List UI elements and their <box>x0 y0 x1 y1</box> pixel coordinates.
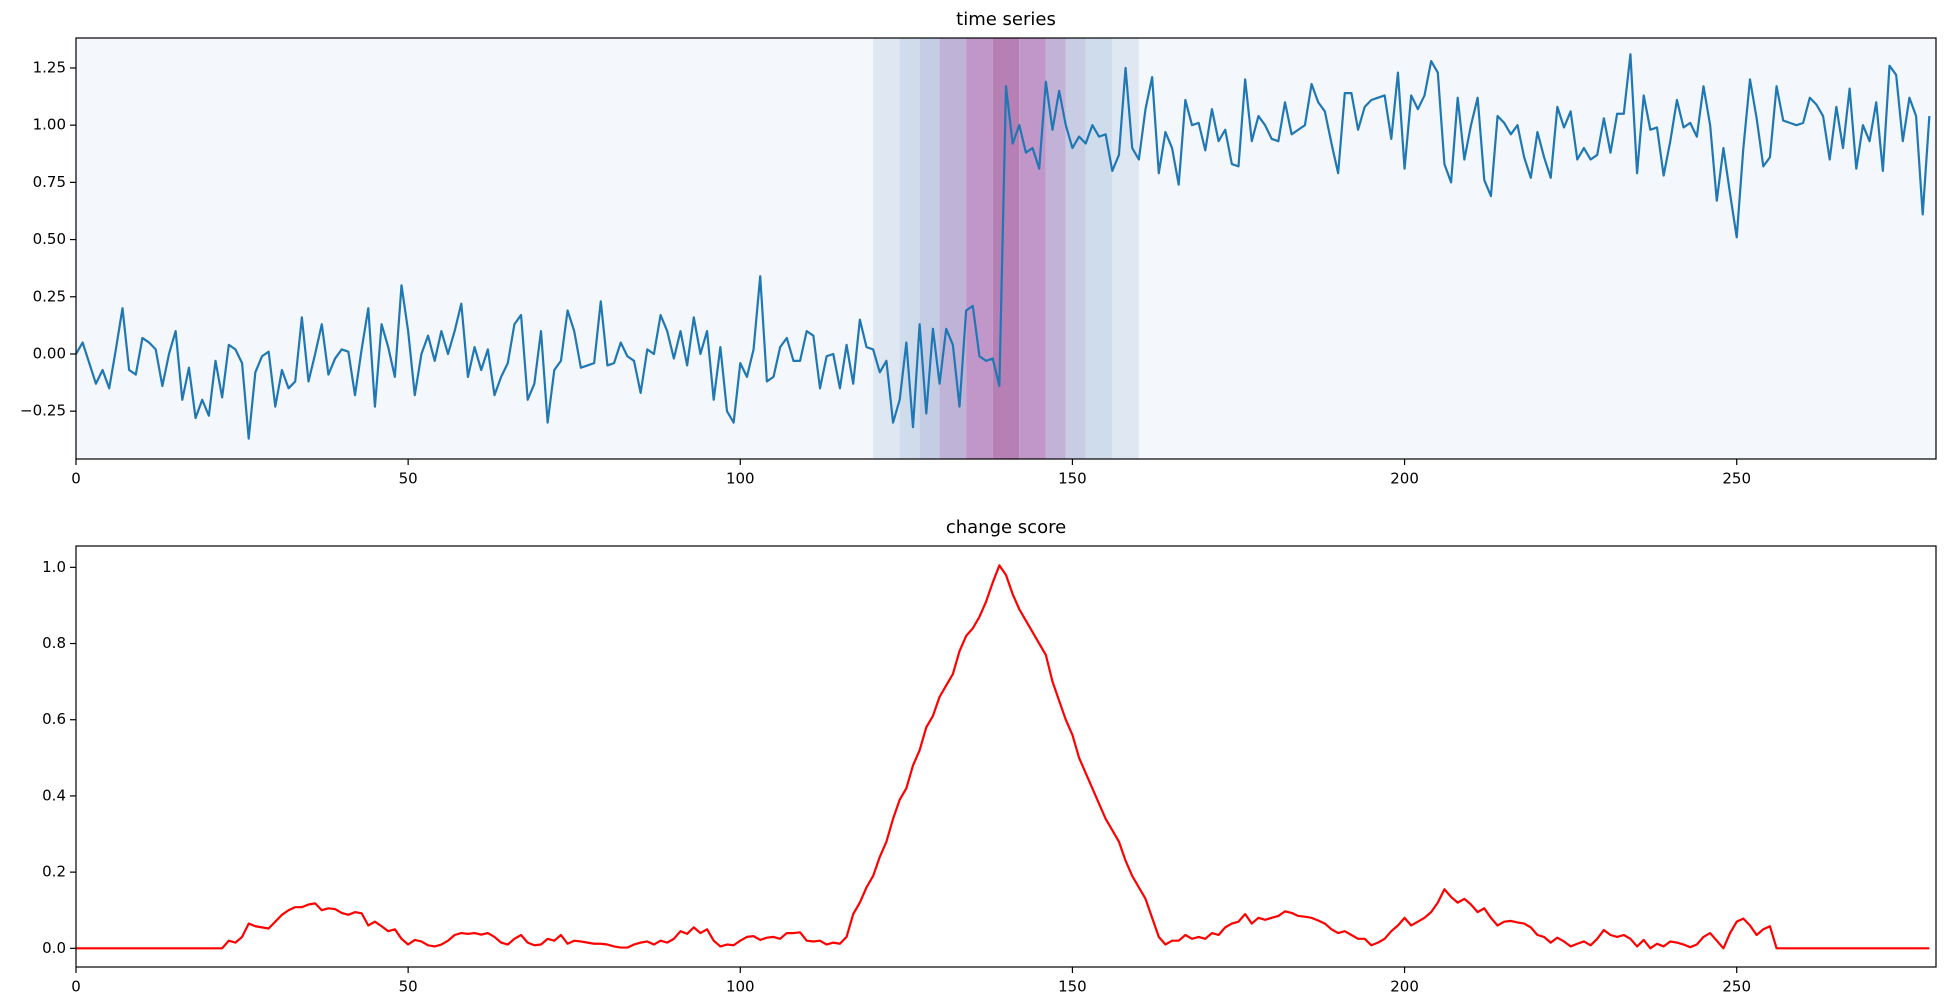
score-span <box>939 38 967 459</box>
score-span <box>1085 38 1113 459</box>
x-tick-label: 50 <box>399 978 418 996</box>
y-tick-label: 0.50 <box>33 230 66 248</box>
chart-title: change score <box>946 517 1066 538</box>
x-tick-label: 0 <box>71 978 81 996</box>
y-tick-label: 0.75 <box>33 173 66 191</box>
x-tick-label: 150 <box>1058 470 1087 488</box>
y-tick-label: 0.8 <box>42 634 66 652</box>
x-tick-label: 150 <box>1058 978 1087 996</box>
series-line <box>76 53 1931 440</box>
y-tick-label: 1.25 <box>33 58 66 76</box>
y-tick-label: 1.00 <box>33 116 66 134</box>
x-tick-label: 250 <box>1722 470 1751 488</box>
plot-area <box>76 564 1930 950</box>
score-span <box>1065 38 1086 459</box>
y-tick-label: −0.25 <box>20 402 66 420</box>
y-tick-label: 0.2 <box>42 863 66 881</box>
plot-area <box>76 53 1931 440</box>
score-span <box>873 38 900 459</box>
x-tick-label: 100 <box>726 470 755 488</box>
x-tick-label: 250 <box>1722 978 1751 996</box>
score-span <box>1112 38 1139 459</box>
y-tick-label: 0.4 <box>42 786 66 804</box>
y-tick-label: 0.25 <box>33 287 66 305</box>
x-tick-label: 200 <box>1390 978 1419 996</box>
x-tick-label: 100 <box>726 978 755 996</box>
x-tick-label: 0 <box>71 470 81 488</box>
chart-title: time series <box>956 9 1056 30</box>
score-span <box>919 38 940 459</box>
score-span <box>966 38 993 459</box>
plot-frame <box>75 545 1937 968</box>
series-line <box>76 564 1930 950</box>
y-tick-label: 0.6 <box>42 710 66 728</box>
score-span <box>1045 38 1066 459</box>
x-tick-label: 50 <box>399 470 418 488</box>
y-tick-label: 0.00 <box>33 344 66 362</box>
score-span <box>1019 38 1046 459</box>
y-tick-label: 1.0 <box>42 558 66 576</box>
plot-frame <box>75 37 1937 460</box>
y-tick-label: 0.0 <box>42 939 66 957</box>
x-tick-label: 200 <box>1390 470 1419 488</box>
plot-background <box>76 546 1936 967</box>
